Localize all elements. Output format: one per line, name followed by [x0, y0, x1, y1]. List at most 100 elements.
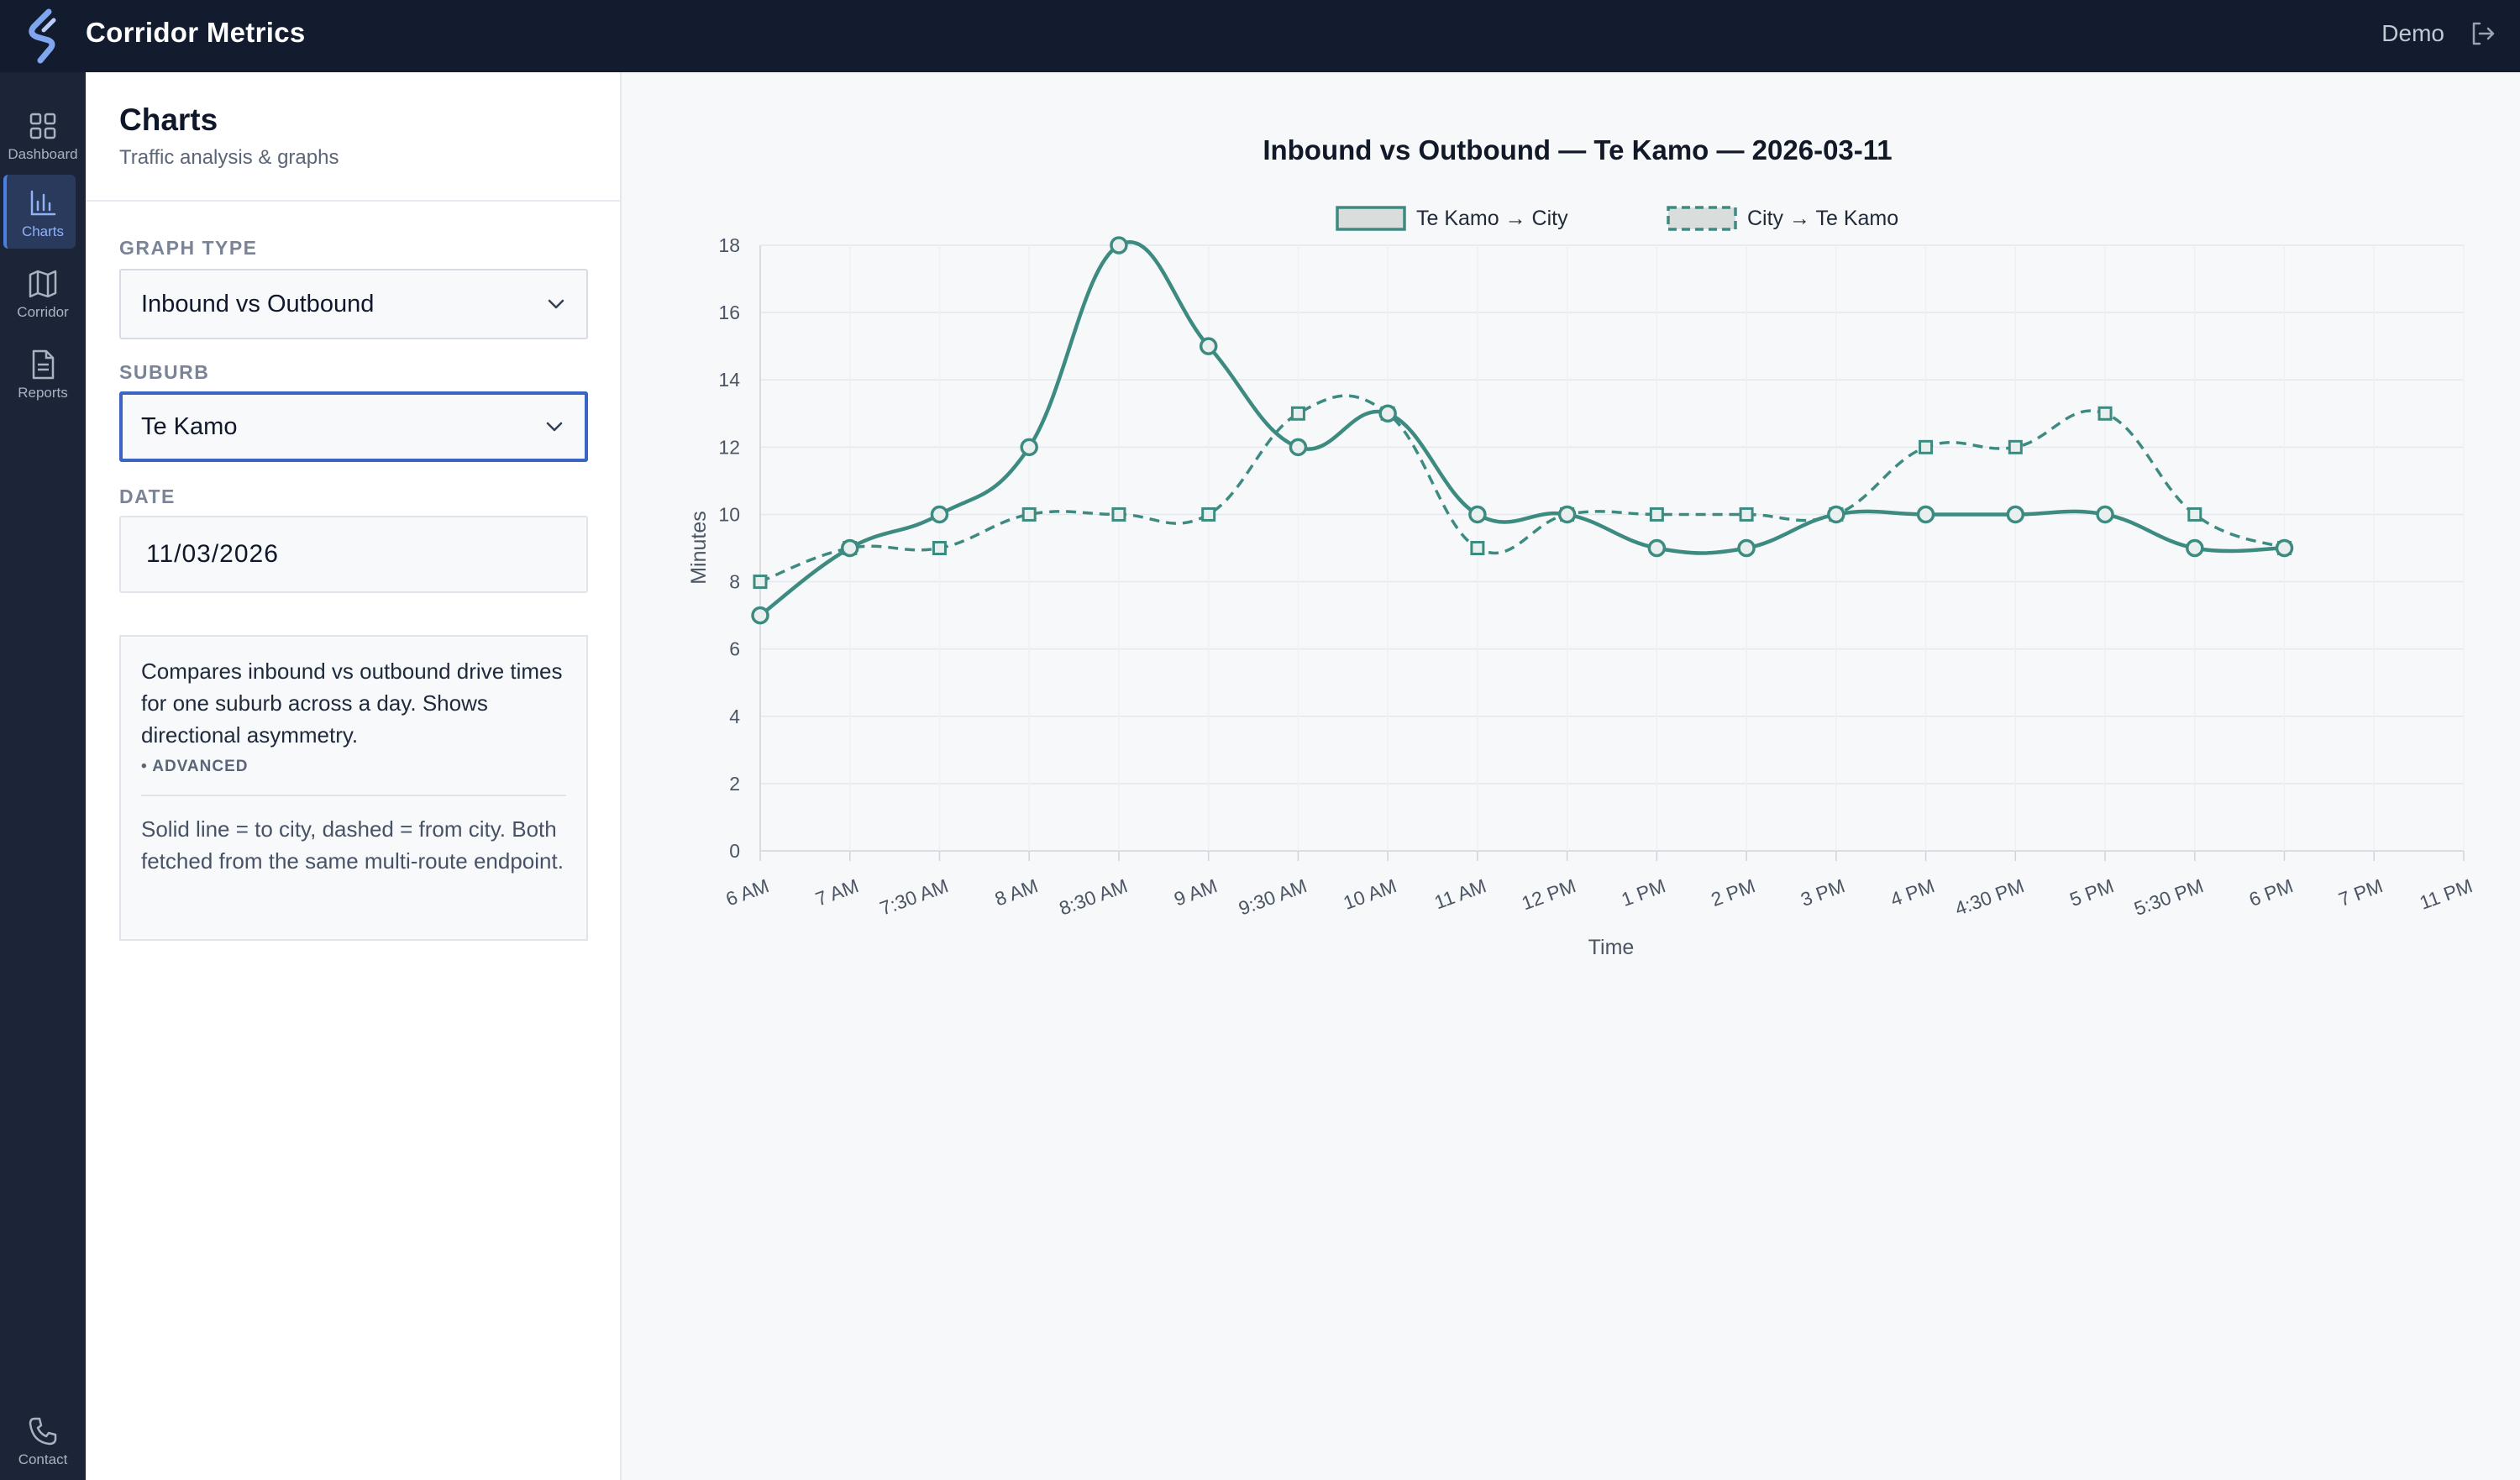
data-point-inbound [1827, 505, 1845, 524]
map-icon [29, 270, 57, 298]
data-point-inbound [1557, 505, 1577, 524]
graph-type-label: GRAPH TYPE [119, 237, 258, 259]
series-line-inbound [759, 240, 2285, 617]
x-tick-label: 7 AM [812, 874, 861, 910]
app-logo-icon[interactable] [24, 8, 67, 64]
line-chart: Inbound vs Outbound — Te Kamo — 2026-03-… [687, 134, 2475, 959]
chart-grid [759, 244, 2465, 852]
data-point-inbound [930, 505, 949, 524]
x-tick-label: 5 PM [2066, 874, 2116, 911]
data-point-inbound [2096, 505, 2114, 524]
x-tick-label: 6 PM [2246, 874, 2296, 911]
suburb-label: SUBURB [119, 361, 210, 383]
nav-item-reports[interactable]: Reports [0, 336, 86, 410]
legend-swatch[interactable] [1336, 206, 1406, 231]
divider [86, 200, 620, 202]
nav-label: Contact [18, 1451, 68, 1467]
y-tick-label: 14 [718, 369, 740, 391]
panel-header: Charts Traffic analysis & graphs [119, 102, 339, 170]
legend-swatch[interactable] [1667, 206, 1737, 231]
x-tick-label: 3 PM [1798, 874, 1847, 911]
chart-legend: Te Kamo → City City → Te Kamo [1336, 206, 1898, 231]
data-point-inbound [1647, 538, 1667, 558]
divider [141, 795, 566, 796]
nav-item-charts[interactable]: Charts [0, 175, 86, 249]
y-tick-label: 12 [718, 436, 740, 458]
data-point-inbound [1378, 404, 1397, 423]
data-point-inbound [1916, 505, 1935, 524]
data-point-outbound [1919, 439, 1934, 454]
data-point-outbound [2187, 506, 2202, 522]
chevron-down-icon [548, 299, 564, 309]
x-tick-label: 8:30 AM [1056, 874, 1130, 919]
chevron-down-icon [546, 422, 563, 432]
data-point-inbound [2275, 538, 2294, 558]
logout-icon[interactable] [2468, 18, 2498, 49]
graph-info-box: Compares inbound vs outbound drive times… [119, 635, 588, 941]
x-axis-label: Time [1588, 936, 1635, 959]
controls-panel: Charts Traffic analysis & graphs GRAPH T… [86, 72, 622, 1480]
x-tick-label: 4:30 PM [1952, 874, 2027, 920]
x-tick-label: 9:30 AM [1236, 874, 1310, 919]
chart-series [751, 236, 2294, 625]
date-label: DATE [119, 485, 176, 507]
y-tick-label: 8 [729, 571, 740, 593]
x-tick-label: 10 AM [1341, 874, 1399, 914]
y-tick-label: 6 [729, 638, 740, 660]
data-point-inbound [1199, 337, 1218, 355]
date-value: 11/03/2026 [146, 540, 279, 568]
data-point-outbound [1021, 506, 1037, 522]
page-subtitle: Traffic analysis & graphs [119, 146, 339, 169]
y-tick-label: 2 [729, 773, 740, 795]
data-point-inbound [2186, 538, 2204, 558]
top-bar: Corridor Metrics Demo [0, 0, 2520, 72]
data-point-inbound [2006, 505, 2025, 524]
graph-description: Compares inbound vs outbound drive times… [141, 659, 563, 748]
x-tick-label: 6 AM [723, 874, 772, 910]
data-point-inbound [751, 606, 769, 625]
data-point-inbound [1110, 236, 1128, 255]
nav-label: Reports [18, 385, 68, 401]
grid-icon [29, 113, 56, 139]
nav-label: Charts [21, 223, 65, 239]
nav-label: Dashboard [8, 146, 78, 162]
x-tick-label: 11 AM [1431, 874, 1489, 913]
x-tick-label: 8 AM [992, 874, 1041, 910]
x-tick-label: 7:30 AM [877, 874, 951, 919]
chart-area: Inbound vs Outbound — Te Kamo — 2026-03-… [622, 72, 2520, 1480]
y-tick-label: 18 [718, 234, 740, 256]
data-point-outbound [2097, 406, 2113, 421]
app-title: Corridor Metrics [86, 17, 306, 48]
series-line-outbound [759, 394, 2286, 584]
suburb-select[interactable]: Te Kamo [119, 391, 588, 462]
y-tick-label: 10 [718, 503, 740, 525]
user-name[interactable]: Demo [2381, 20, 2444, 46]
x-tick-label: 9 AM [1171, 874, 1220, 910]
advanced-tag: • ADVANCED [141, 758, 249, 775]
legend-label[interactable]: Te Kamo → City [1416, 207, 1568, 230]
graph-type-select[interactable]: Inbound vs Outbound [119, 269, 588, 339]
x-tick-label: 5:30 PM [2131, 874, 2206, 920]
nav-item-corridor[interactable]: Corridor [0, 255, 86, 329]
data-point-outbound [753, 575, 768, 590]
x-tick-label: 4 PM [1887, 874, 1937, 911]
data-point-outbound [932, 541, 947, 555]
x-tick-label: 11 PM [2417, 874, 2475, 914]
data-point-inbound [1020, 438, 1038, 457]
y-axis-label: Minutes [687, 511, 711, 585]
y-tick-label: 0 [729, 840, 740, 862]
y-tick-label: 4 [729, 706, 740, 727]
legend-label[interactable]: City → Te Kamo [1747, 207, 1898, 230]
data-point-outbound [1649, 506, 1664, 522]
data-point-inbound [1289, 438, 1308, 457]
data-point-inbound [1468, 505, 1487, 524]
data-point-outbound [1201, 506, 1216, 522]
nav-item-dashboard[interactable]: Dashboard [0, 97, 86, 171]
x-tick-label: 7 PM [2336, 874, 2386, 911]
nav-label: Corridor [17, 304, 69, 320]
page-title: Charts [119, 102, 218, 137]
data-point-inbound [1737, 538, 1756, 558]
graph-note: Solid line = to city, dashed = from city… [141, 816, 564, 874]
date-input[interactable]: 11/03/2026 [119, 516, 588, 593]
nav-item-contact[interactable]: Contact [0, 1403, 86, 1477]
